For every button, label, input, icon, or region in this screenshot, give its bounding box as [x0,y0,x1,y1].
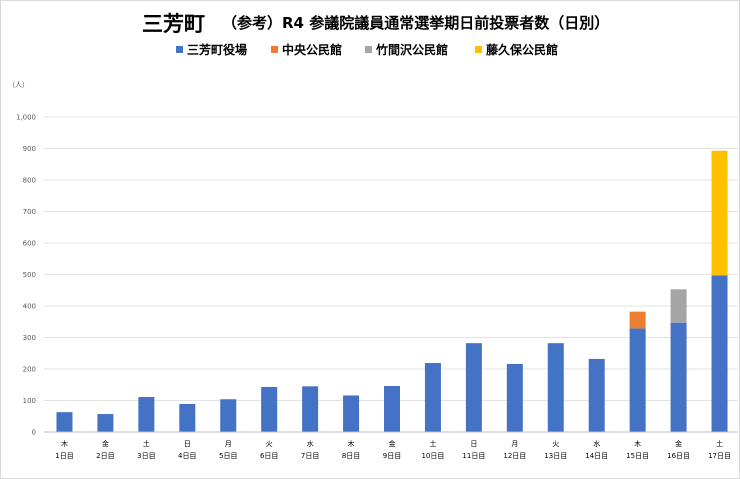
x-tick-weekday: 水 [307,439,314,448]
bar-segment [302,386,319,432]
x-tick-weekday: 土 [143,439,150,448]
x-tick-day: 15日目 [626,452,649,460]
legend-item: 三芳町役場 [176,40,247,58]
legend-label: 中央公民館 [282,42,343,57]
y-tick-label: 300 [23,334,36,342]
legend-item: 中央公民館 [271,40,342,58]
bar-segment [506,363,523,432]
y-tick-label: 800 [23,177,36,185]
bar-segment [424,363,441,432]
x-tick-day: 3日目 [137,452,155,460]
legend-swatch [365,45,372,53]
legend-item: 竹間沢公民館 [365,40,448,58]
bar-segment [179,403,196,432]
x-tick-day: 11日目 [462,452,485,460]
x-tick-day: 17日目 [708,452,731,460]
y-tick-label: 400 [23,303,36,311]
x-tick-weekday: 月 [225,440,232,448]
x-tick-day: 6日目 [260,452,278,460]
y-unit-label: （人） [8,81,29,89]
legend: 三芳町役場 中央公民館 竹間沢公民館 藤久保公民館 [0,40,740,58]
x-tick-day: 5日目 [219,452,237,460]
x-tick-day: 1日目 [55,452,73,460]
x-tick-weekday: 火 [266,440,273,448]
bar-segment [588,358,605,432]
bar-segment [711,275,728,432]
bar-segment [261,386,278,432]
legend-label: 竹間沢公民館 [376,42,449,57]
x-tick-weekday: 金 [675,439,682,448]
x-tick-day: 8日目 [342,452,360,460]
legend-label: 三芳町役場 [187,42,248,57]
y-tick-label: 1,000 [16,114,36,122]
x-tick-weekday: 金 [102,439,109,448]
x-tick-day: 12日目 [503,452,526,460]
x-tick-weekday: 火 [552,440,559,448]
title-sub: （参考）R4 参議院議員通常選挙期日前投票者数（日別） [222,14,610,32]
x-tick-day: 7日目 [301,452,319,460]
y-tick-label: 700 [23,208,36,216]
legend-swatch [271,45,278,53]
y-tick-label: 900 [23,145,36,153]
bar-segment [343,395,360,432]
x-tick-weekday: 木 [634,439,641,448]
x-tick-day: 14日目 [585,452,608,460]
x-tick-weekday: 土 [716,439,723,448]
y-tick-label: 0 [32,429,36,437]
x-tick-weekday: 日 [184,440,191,448]
x-tick-weekday: 木 [348,439,355,448]
legend-swatch [475,45,482,53]
bar-segment [384,386,400,432]
bar-segment [711,150,728,276]
bar-segment [465,343,482,432]
x-tick-day: 10日目 [421,452,444,460]
bar-segment [138,397,155,432]
x-tick-weekday: 月 [511,440,518,448]
x-tick-day: 16日目 [667,452,690,460]
x-tick-weekday: 日 [470,440,477,448]
bar-segment [97,414,114,432]
x-tick-weekday: 金 [389,439,396,448]
legend-item: 藤久保公民館 [475,40,558,58]
x-tick-weekday: 土 [429,439,436,448]
y-tick-label: 500 [23,271,36,279]
bar-segment [629,311,646,329]
y-tick-label: 600 [23,240,36,248]
x-tick-day: 2日目 [96,452,114,460]
x-tick-day: 13日目 [544,452,567,460]
bar-segment [56,412,73,432]
x-tick-day: 4日目 [178,452,196,460]
chart-title: 三芳町 （参考）R4 参議院議員通常選挙期日前投票者数（日別） [0,8,740,38]
title-main: 三芳町 [142,12,205,36]
legend-swatch [176,45,183,53]
bar-segment [670,289,687,323]
legend-label: 藤久保公民館 [486,42,559,57]
bar-segment [629,328,646,432]
x-tick-weekday: 水 [593,439,600,448]
y-tick-label: 100 [23,397,36,405]
y-tick-label: 200 [23,366,36,374]
bar-segment [220,399,237,432]
bar-segment [670,322,687,432]
x-tick-day: 9日目 [383,452,401,460]
bar-segment [547,343,564,432]
x-tick-weekday: 木 [61,439,68,448]
